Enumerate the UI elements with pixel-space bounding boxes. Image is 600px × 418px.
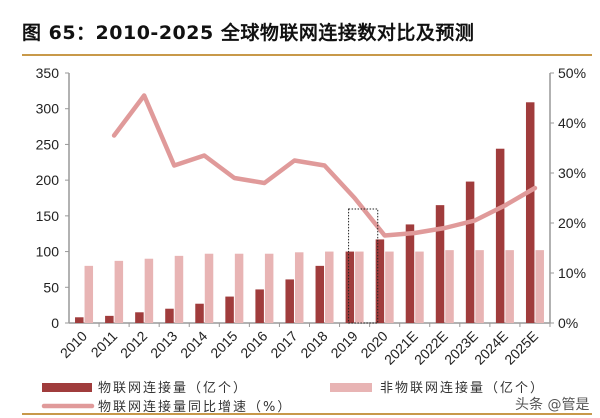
bar-iot bbox=[465, 181, 475, 323]
bar-iot bbox=[435, 205, 445, 323]
x-tick-label: 2019 bbox=[327, 328, 360, 361]
bar-non-iot bbox=[475, 250, 484, 323]
bar-iot bbox=[135, 312, 144, 323]
right-tick-label: 0% bbox=[558, 315, 578, 331]
bar-iot bbox=[255, 289, 264, 323]
bar-non-iot bbox=[204, 253, 214, 323]
bar-iot bbox=[75, 317, 84, 323]
bar-iot bbox=[405, 224, 415, 323]
bar-non-iot bbox=[325, 251, 334, 323]
x-tick-label: 2022E bbox=[411, 328, 451, 368]
x-tick-label: 2012 bbox=[117, 328, 150, 361]
bar-iot bbox=[105, 315, 114, 323]
left-tick-label: 250 bbox=[36, 136, 60, 152]
legend-label-non-iot: 非物联网连接量（亿个） bbox=[380, 380, 545, 396]
bar-non-iot bbox=[264, 253, 274, 323]
chart-title: 图 65：2010-2025 全球物联网连接数对比及预测 bbox=[22, 22, 475, 44]
x-tick-label: 2025E bbox=[501, 328, 541, 368]
left-tick-label: 150 bbox=[36, 208, 60, 224]
x-tick-label: 2010 bbox=[57, 328, 90, 361]
bar-non-iot bbox=[144, 258, 154, 323]
bar-non-iot bbox=[355, 251, 364, 323]
left-tick-label: 200 bbox=[36, 172, 60, 188]
legend-swatch-iot bbox=[42, 383, 92, 392]
left-tick-label: 100 bbox=[36, 244, 60, 260]
bar-iot bbox=[195, 303, 204, 323]
right-tick-label: 40% bbox=[558, 115, 586, 131]
left-tick-label: 350 bbox=[36, 65, 60, 81]
bar-iot bbox=[165, 308, 174, 323]
x-tick-label: 2015 bbox=[207, 328, 240, 361]
bar-non-iot bbox=[385, 251, 394, 323]
x-tick-label: 2021E bbox=[381, 328, 421, 368]
growth-line bbox=[111, 93, 538, 238]
bar-iot bbox=[285, 279, 294, 323]
bar-non-iot bbox=[294, 252, 304, 323]
x-tick-label: 2011 bbox=[88, 328, 121, 361]
bar-iot bbox=[495, 148, 505, 323]
right-tick-label: 30% bbox=[558, 165, 586, 181]
legend-label-growth: 物联网连接量同比增速（%） bbox=[98, 399, 292, 415]
left-tick-label: 300 bbox=[36, 101, 60, 117]
right-tick-label: 50% bbox=[558, 65, 586, 81]
bar-non-iot bbox=[535, 250, 544, 323]
right-tick-label: 10% bbox=[558, 265, 586, 281]
x-tick-label: 2018 bbox=[297, 328, 330, 361]
bar-non-iot bbox=[84, 265, 94, 323]
legend-label-iot: 物联网连接量（亿个） bbox=[98, 380, 248, 396]
watermark: 头条 @管是 bbox=[515, 396, 589, 413]
bottom-divider bbox=[22, 413, 592, 415]
x-tick-label: 2014 bbox=[177, 328, 210, 361]
left-tick-label: 0 bbox=[51, 315, 59, 331]
legend-swatch-non-iot bbox=[330, 383, 372, 392]
bar-non-iot bbox=[505, 250, 514, 323]
left-tick-label: 50 bbox=[43, 279, 59, 295]
bar-non-iot bbox=[174, 255, 184, 323]
x-tick-label: 2016 bbox=[237, 328, 270, 361]
x-tick-label: 2024E bbox=[471, 328, 511, 368]
title-divider bbox=[22, 54, 592, 56]
bar-iot bbox=[345, 251, 355, 323]
x-tick-label: 2017 bbox=[267, 328, 300, 361]
right-tick-label: 20% bbox=[558, 215, 586, 231]
bar-iot bbox=[225, 296, 234, 323]
x-tick-label: 2013 bbox=[147, 328, 180, 361]
bar-non-iot bbox=[445, 250, 454, 323]
bar-non-iot bbox=[114, 260, 124, 323]
bar-non-iot bbox=[415, 251, 424, 323]
bar-iot bbox=[375, 239, 385, 323]
bar-iot bbox=[525, 102, 535, 324]
bar-iot bbox=[315, 265, 325, 323]
highlight-box bbox=[348, 208, 379, 324]
bar-non-iot bbox=[234, 253, 244, 323]
x-tick-label: 2023E bbox=[441, 328, 481, 368]
